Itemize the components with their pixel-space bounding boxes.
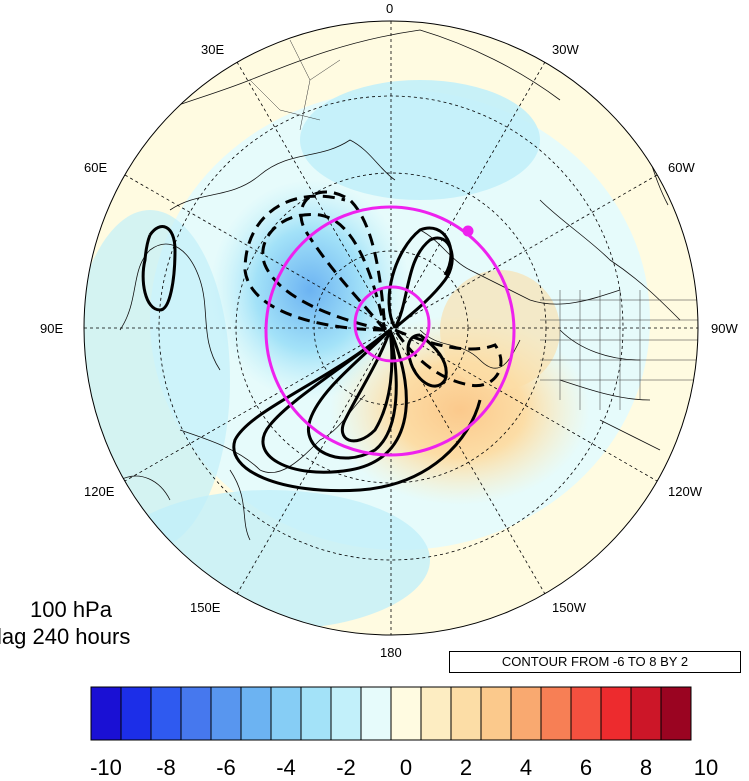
- colorbar-tick-label: 6: [579, 755, 593, 780]
- lon-label-180: 180: [380, 645, 402, 660]
- colorbar-box: [240, 686, 272, 741]
- colorbar-box: [300, 686, 332, 741]
- lag-label: lag 240 hours: [0, 624, 131, 649]
- colorbar-box: [480, 686, 512, 741]
- lon-label-60e: 60E: [84, 160, 108, 175]
- colorbar-box: [660, 686, 692, 741]
- colorbar-box: [390, 686, 422, 741]
- colorbar-tick-label: -6: [216, 755, 236, 780]
- country-borders: [249, 39, 698, 410]
- contour-info-box: CONTOUR FROM -6 TO 8 BY 2: [449, 651, 741, 673]
- lon-label-30e: 30E: [201, 42, 225, 57]
- colorbar-tick-label: -8: [156, 755, 176, 780]
- colorbar-box: [450, 686, 482, 741]
- lon-label-120e: 120E: [84, 484, 115, 499]
- polar-map: [83, 20, 699, 636]
- colorbar-box: [120, 686, 152, 741]
- level-label: 100 hPa: [30, 597, 112, 622]
- colorbar-tick-label: -10: [90, 755, 122, 780]
- lat-lon-grid: [84, 21, 698, 635]
- colorbar-tick-label: 8: [639, 755, 653, 780]
- lon-label-60w: 60W: [668, 160, 695, 175]
- colorbar-tick-label: 2: [459, 755, 473, 780]
- colorbar-box: [180, 686, 212, 741]
- map-boundary: [83, 20, 699, 636]
- colorbar-tick-label: -4: [276, 755, 296, 780]
- colorbar-box: [360, 686, 392, 741]
- colorbar-box: [570, 686, 602, 741]
- lon-label-150e: 150E: [190, 600, 221, 615]
- lon-label-90w: 90W: [711, 321, 738, 336]
- colorbar-box: [270, 686, 302, 741]
- colorbar: [90, 686, 692, 741]
- colorbar-tick-label: 10: [693, 755, 719, 780]
- colorbar-box: [210, 686, 242, 741]
- solid-contours: [141, 225, 482, 493]
- lon-label-90e: 90E: [40, 321, 64, 336]
- colorbar-box: [510, 686, 542, 741]
- colorbar-box: [90, 686, 122, 741]
- lon-label-0: 0: [386, 1, 394, 16]
- colorbar-box: [330, 686, 362, 741]
- lon-label-150w: 150W: [552, 600, 586, 615]
- dashed-contours: [243, 190, 503, 388]
- lon-label-30w: 30W: [552, 42, 579, 57]
- colorbar-box: [420, 686, 452, 741]
- colorbar-box: [150, 686, 182, 741]
- colorbar-tick-label: 0: [399, 755, 413, 780]
- highlight-circles: [264, 205, 516, 457]
- lon-label-120w: 120W: [668, 484, 702, 499]
- colorbar-tick-label: -2: [336, 755, 356, 780]
- colorbar-box: [600, 686, 632, 741]
- colorbar-box: [540, 686, 572, 741]
- colorbar-box: [630, 686, 662, 741]
- colorbar-tick-label: 4: [519, 755, 533, 780]
